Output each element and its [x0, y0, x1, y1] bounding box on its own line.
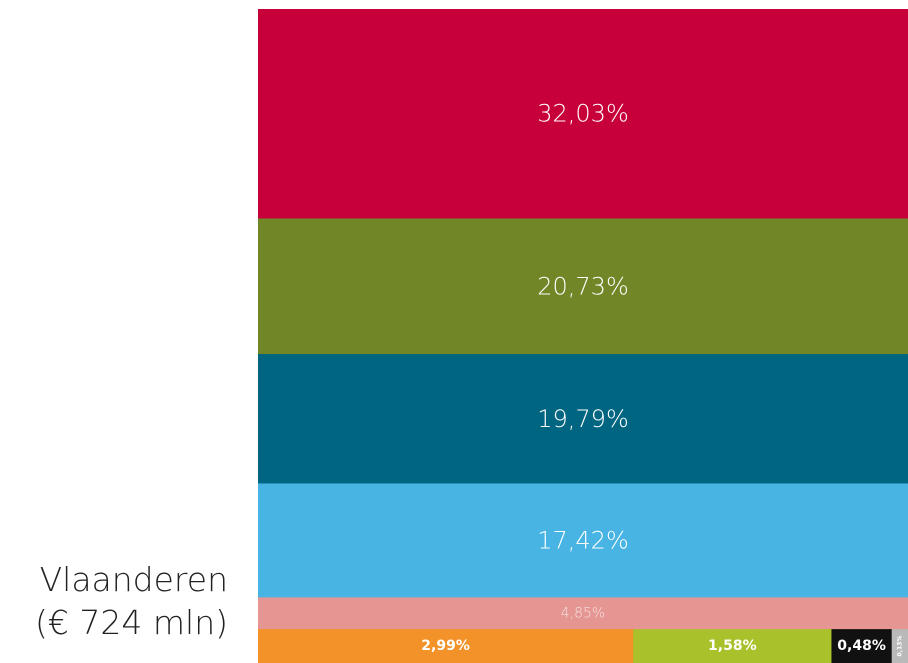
segment-label-0: 32,03%: [537, 100, 629, 128]
bottom-segment-label-1: 1,58%: [708, 638, 757, 654]
segment-label-2: 19,79%: [537, 405, 629, 433]
bottom-segment-label-2: 0,48%: [837, 638, 886, 654]
segment-label-1: 20,73%: [537, 272, 629, 300]
bottom-segment-label-0: 2,99%: [421, 638, 470, 654]
segment-label-4: 4,85%: [561, 605, 605, 621]
bottom-segment-label-3: 0,13%: [896, 636, 903, 657]
segment-label-3: 17,42%: [537, 526, 629, 554]
